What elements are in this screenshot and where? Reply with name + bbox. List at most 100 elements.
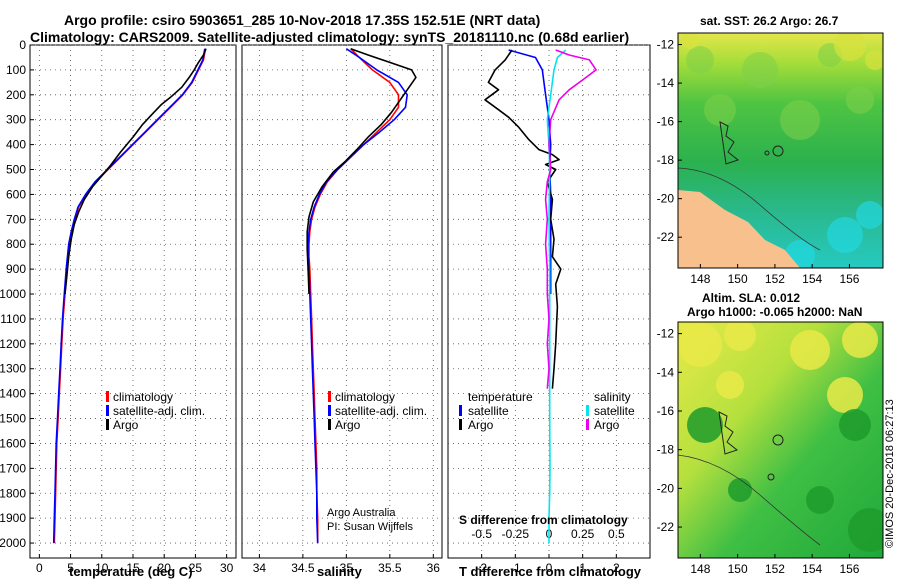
legend-salinity: climatology satellite-adj. clim. Argo Ar…: [327, 390, 427, 533]
lon-tick-label: 156: [839, 562, 859, 576]
lon-tick-label: 152: [765, 272, 785, 286]
lon-tick-label: 150: [728, 272, 748, 286]
depth-tick-label: 1000: [0, 287, 26, 301]
map-bottom-title-1: Altim. SLA: 0.012: [702, 291, 800, 305]
lat-tick-label: -12: [657, 38, 675, 52]
series-satellite-adj-clim-: [307, 48, 409, 544]
lon-tick-label: 150: [728, 562, 748, 576]
legend-swatch-satellite: [106, 405, 109, 416]
lat-tick-label: -16: [657, 404, 675, 418]
lat-tick-label: -14: [657, 76, 675, 90]
lon-tick-label: 148: [690, 272, 710, 286]
depth-tick-label: 1900: [0, 511, 26, 525]
s-tick-label: 0.5: [608, 527, 625, 541]
depth-tick-label: 100: [6, 63, 26, 77]
lat-tick-label: -12: [657, 327, 675, 341]
panel-frame-1: [241, 44, 443, 559]
x-tick-label: 30: [220, 561, 234, 575]
depth-tick-label: 500: [6, 163, 26, 177]
x-tick-label: 25: [189, 561, 203, 575]
depth-tick-label: 900: [6, 262, 26, 276]
legend-satellite: satellite-adj. clim.: [335, 404, 427, 418]
depth-tick-label: 1200: [0, 337, 26, 351]
x-tick-label: -2: [476, 561, 487, 575]
x-tick-label: 1: [579, 561, 586, 575]
lon-tick-label: 156: [839, 272, 859, 286]
header-line-2: Climatology: CARS2009. Satellite-adjuste…: [30, 29, 629, 45]
legend-difference: temperature satellite Argo salinity sate…: [459, 390, 635, 527]
s-tick-label: -0.25: [502, 527, 530, 541]
legend-climatology: climatology: [113, 390, 173, 404]
credit-line-2: PI: Susan Wijffels: [327, 521, 413, 533]
legend-satellite: satellite-adj. clim.: [113, 404, 205, 418]
depth-tick-label: 400: [6, 138, 26, 152]
series-satellite-adj-clim-: [52, 48, 206, 544]
depth-tick-label: 1800: [0, 486, 26, 500]
map-bottom-axes: 148 150 152 154 156 -12 -14 -16 -18 -20 -22: [657, 327, 860, 576]
lon-tick-label: 152: [765, 562, 785, 576]
x-axes: 0 5 10 15 20 25 30 34 34.5 35 35.5 36 -2-0.5-1-0.250…: [36, 527, 625, 575]
series-temperature-satellite: [508, 49, 552, 294]
depth-tick-label: 1300: [0, 362, 26, 376]
legend-title-temperature: temperature: [468, 390, 533, 404]
series-argo: [64, 48, 207, 295]
legend-swatch-argo: [328, 419, 331, 430]
xlabel-temperature: temperature (deg C): [69, 564, 193, 579]
map-top-title: sat. SST: 26.2 Argo: 26.7: [700, 14, 839, 28]
legend-s-satellite: satellite: [594, 404, 635, 418]
panel-frame-0: [29, 44, 237, 559]
lon-tick-label: 154: [802, 272, 822, 286]
lat-tick-label: -22: [657, 520, 675, 534]
legend-swatch-argo: [106, 419, 109, 430]
legend-swatch-satellite: [328, 405, 331, 416]
x-tick-label: 0: [546, 561, 553, 575]
series-argo: [306, 47, 417, 295]
depth-tick-label: 1600: [0, 436, 26, 450]
reef-outline: [718, 411, 739, 455]
profile-lines: [52, 47, 597, 544]
x-tick-label: 36: [427, 561, 441, 575]
legend-swatch-s-satellite: [586, 405, 589, 416]
legend-s-argo: Argo: [594, 418, 620, 432]
reef-outline: [719, 121, 740, 165]
sst-map: [678, 33, 883, 268]
depth-tick-label: 0: [19, 38, 26, 52]
lat-tick-label: -18: [657, 443, 675, 457]
header-line-1: Argo profile: csiro 5903651_285 10-Nov-2…: [64, 12, 540, 28]
depth-tick-label: 600: [6, 187, 26, 201]
depth-tick-label: 1500: [0, 412, 26, 426]
depth-tick-label: 1100: [0, 312, 26, 326]
lat-tick-label: -18: [657, 153, 675, 167]
depth-tick-label: 200: [6, 88, 26, 102]
legend-swatch-s-argo: [586, 419, 589, 430]
map-top-frame: [677, 32, 884, 269]
legend-climatology: climatology: [335, 390, 395, 404]
depth-tick-label: 2000: [0, 536, 26, 550]
x-tick-label: 35.5: [378, 561, 402, 575]
series-salinity-argo: [544, 49, 597, 389]
x-tick-label: 15: [126, 561, 140, 575]
x-tick-label: 34: [253, 561, 267, 575]
credit-line-1: Argo Australia: [327, 507, 396, 519]
series-climatology: [53, 48, 207, 544]
lat-tick-label: -22: [657, 230, 675, 244]
series-climatology: [308, 48, 400, 544]
land-australia: [678, 190, 800, 268]
sla-map: [678, 322, 883, 558]
map-bottom-frame: [677, 321, 884, 559]
legend-swatch-climatology: [106, 391, 109, 402]
map-bottom-title-2: Argo h1000: -0.065 h2000: NaN: [687, 305, 862, 319]
depth-tick-label: 700: [6, 212, 26, 226]
x-tick-label: 2: [613, 561, 620, 575]
legend-t-satellite: satellite: [468, 404, 509, 418]
legend-argo: Argo: [113, 418, 139, 432]
depth-tick-label: 1400: [0, 387, 26, 401]
map-top-axes: 148 150 152 154 156 -12 -14 -16 -18 -20 -22: [657, 38, 860, 286]
lon-tick-label: 154: [802, 562, 822, 576]
x-tick-label: 0: [36, 561, 43, 575]
legend-swatch-t-satellite: [459, 405, 462, 416]
imos-stamp: ©IMOS 20-Dec-2018 06:27:13: [884, 399, 896, 548]
depth-axis: 0 100 200 300 400 500 600 700 800 900 1000 1100 1200…: [0, 38, 34, 550]
legend-title-salinity: salinity: [594, 390, 631, 404]
